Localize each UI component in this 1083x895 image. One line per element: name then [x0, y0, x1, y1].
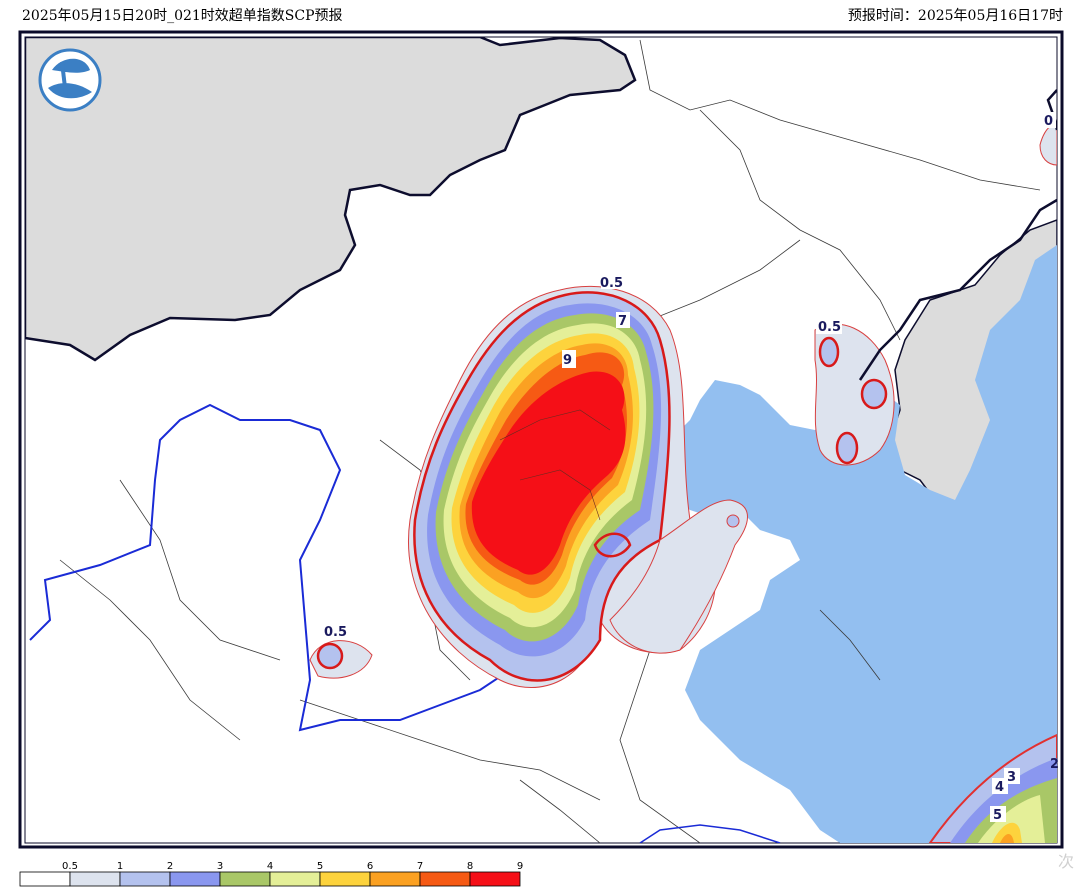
colorbar-swatch: [419, 871, 471, 887]
colorbar-tick-label: 3: [217, 861, 223, 872]
blue-boundary-south: [639, 824, 781, 843]
contour-loop-2: [860, 378, 888, 410]
colorbar-tick-label: 1: [117, 861, 123, 872]
map-title: 2025年05月15日20时_021时效超单指数SCP预报: [22, 8, 343, 24]
colorbar-swatch: [369, 871, 421, 887]
main-scp-contours: [408, 285, 716, 688]
shandong-red-contour: [593, 532, 632, 558]
colorbar-tick-label: 6: [367, 861, 373, 872]
southeast-scp-contours: [928, 733, 1057, 843]
label-7: 7: [618, 314, 627, 329]
label-3-se: 3: [1007, 770, 1016, 785]
mongolia-region: [25, 37, 637, 362]
contour-labels: 0.5 9 7 0.5 0.5 0 3 4 5 2: [322, 112, 1059, 823]
northeast-small-region: [1039, 124, 1057, 166]
colorbar-tick-label: 4: [267, 861, 273, 872]
cma-logo: [38, 48, 102, 112]
watermark-glyph: 次: [1058, 852, 1074, 871]
colorbar-tick-label: 5: [317, 861, 323, 872]
colorbar: 0.5 1 2 3 4 5 6 7 8 9: [19, 861, 523, 887]
small-contour-dot: [726, 514, 740, 528]
contour-loop-1: [818, 336, 840, 368]
contour-loop-3: [835, 431, 859, 465]
label-5-se: 5: [993, 808, 1002, 823]
colorbar-swatch: [69, 871, 121, 887]
colorbar-tick-label: 8: [467, 861, 473, 872]
label-4-se: 4: [995, 780, 1004, 795]
sea-region: [660, 245, 1057, 843]
forecast-time: 预报时间：2025年05月16日17时: [847, 8, 1063, 24]
label-0-ne: 0: [1044, 114, 1053, 129]
colorbar-swatch: [119, 871, 171, 887]
colorbar-swatch: [319, 871, 371, 887]
colorbar-swatch: [219, 871, 271, 887]
colorbar-swatch: [19, 871, 71, 887]
label-9: 9: [563, 353, 572, 368]
label-0.5-west: 0.5: [324, 625, 347, 640]
colorbar-swatch: [169, 871, 221, 887]
colorbar-tick-label: 0.5: [62, 861, 78, 872]
colorbar-swatch: [269, 871, 321, 887]
shandong-light-region: [609, 499, 748, 654]
colorbar-tick-label: 9: [517, 861, 523, 872]
label-0.5-east: 0.5: [818, 320, 841, 335]
colorbar-tick-label: 7: [417, 861, 423, 872]
contour-loop-west: [316, 642, 344, 670]
label-2-se: 2: [1050, 757, 1059, 772]
colorbar-tick-label: 2: [167, 861, 173, 872]
label-0.5-top: 0.5: [600, 276, 623, 291]
colorbar-swatch: [469, 871, 521, 887]
